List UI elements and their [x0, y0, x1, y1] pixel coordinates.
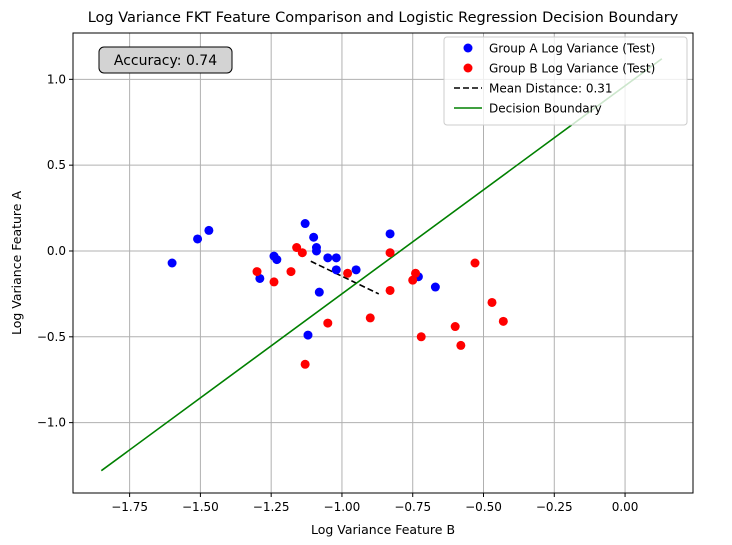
group-b-point — [385, 248, 395, 258]
group-b-point — [385, 285, 395, 295]
x-tick-label: −1.00 — [324, 500, 361, 514]
x-tick-label: −1.25 — [253, 500, 290, 514]
legend-label: Group A Log Variance (Test) — [489, 42, 655, 56]
group-b-point — [252, 267, 262, 277]
group-b-point — [297, 248, 307, 258]
group-b-point — [450, 322, 460, 332]
legend-label: Mean Distance: 0.31 — [489, 82, 613, 96]
group-b-point — [487, 297, 497, 307]
y-tick-label: −0.5 — [37, 330, 66, 344]
x-tick-label: −0.75 — [394, 500, 431, 514]
group-a-point — [311, 243, 321, 253]
group-b-point — [456, 340, 466, 350]
legend-marker — [463, 63, 473, 73]
group-a-point — [309, 232, 319, 242]
accuracy-annotation: Accuracy: 0.74 — [98, 46, 233, 74]
group-b-point — [300, 359, 310, 369]
plot-area-frame — [72, 32, 694, 494]
group-a-point — [272, 255, 282, 265]
accuracy-text: Accuracy: 0.74 — [114, 53, 217, 69]
group-b-point — [323, 318, 333, 328]
x-tick-label: −1.75 — [111, 500, 148, 514]
group-b-point — [365, 313, 375, 323]
x-axis-label: Log Variance Feature B — [311, 522, 455, 537]
group-a-point — [331, 265, 341, 275]
group-b-point — [470, 258, 480, 268]
group-a-point — [314, 287, 324, 297]
group-b-point — [416, 332, 426, 342]
group-b-point — [286, 267, 296, 277]
chart-title: Log Variance FKT Feature Comparison and … — [88, 10, 679, 26]
legend-marker — [463, 43, 473, 53]
mean-distance-line — [310, 260, 380, 295]
group-b-point — [411, 268, 421, 278]
accuracy-box — [98, 46, 233, 74]
x-tick-label: 0.00 — [612, 500, 639, 514]
group-b-point — [269, 277, 279, 287]
legend-label: Decision Boundary — [489, 102, 602, 116]
group-a-point — [204, 225, 214, 235]
y-tick-label: 0.5 — [47, 158, 66, 172]
group-a-point — [300, 219, 310, 229]
x-tick-label: −1.50 — [182, 500, 219, 514]
plot-series — [100, 58, 663, 472]
decision-boundary-line — [100, 58, 663, 472]
x-tick-label: −0.50 — [465, 500, 502, 514]
group-b-point — [408, 275, 418, 285]
group-a-point — [303, 330, 313, 340]
legend: Group A Log Variance (Test) Group B Log V… — [443, 36, 688, 126]
y-axis-label: Log Variance Feature A — [9, 191, 24, 335]
group-a-point — [255, 273, 265, 283]
y-tick-label: 1.0 — [47, 72, 66, 86]
group-b-point — [343, 268, 353, 278]
x-tick-label: −0.25 — [536, 500, 573, 514]
group-a-point — [385, 229, 395, 239]
legend-box — [443, 36, 688, 126]
group-b-point — [498, 316, 508, 326]
legend-label: Group B Log Variance (Test) — [489, 62, 655, 76]
group-a-point — [323, 253, 333, 263]
group-a-point — [167, 258, 177, 268]
group-a-point — [351, 265, 361, 275]
group-a-point — [331, 253, 341, 263]
y-tick-label: 0.0 — [47, 244, 66, 258]
axes: −1.75 −1.50 −1.25 −1.00 −0.75 −0.50 −0.25 0.00 −… — [37, 72, 639, 514]
group-a-point — [193, 234, 203, 244]
group-a-point — [430, 282, 440, 292]
y-tick-label: −1.0 — [37, 416, 66, 430]
